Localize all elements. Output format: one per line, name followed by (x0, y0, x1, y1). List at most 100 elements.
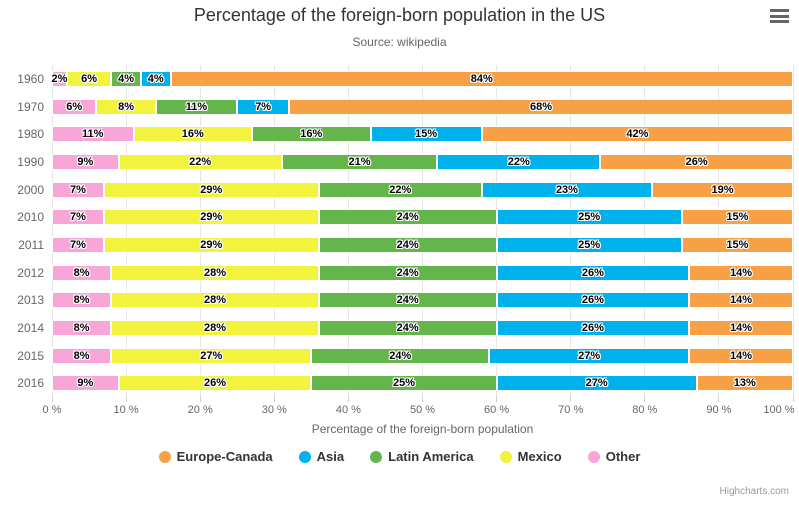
bar-segment[interactable]: 22% (437, 153, 601, 170)
bar-segment[interactable]: 9% (52, 375, 119, 392)
highcharts-credit[interactable]: Highcharts.com (719, 486, 789, 497)
data-label: 26% (581, 321, 604, 334)
data-label: 28% (203, 266, 227, 279)
bar-segment[interactable]: 19% (652, 181, 793, 198)
bar-segment[interactable]: 26% (496, 292, 690, 309)
bar-segment[interactable]: 25% (496, 209, 682, 226)
data-label: 22% (507, 155, 530, 168)
gridline (496, 65, 498, 397)
bar-segment[interactable]: 27% (489, 347, 690, 364)
bar-segment[interactable]: 27% (111, 347, 312, 364)
bar-segment[interactable]: 14% (689, 319, 793, 336)
gridline (792, 65, 794, 397)
bar-row: 7% 29% 24% 25% 15% (52, 203, 793, 231)
bar-segment[interactable]: 24% (318, 209, 497, 226)
bar-segment[interactable]: 13% (696, 375, 793, 392)
bar-segment[interactable]: 8% (96, 98, 156, 115)
data-label: 21% (348, 155, 371, 168)
plot-area: 2% 6% 4% 4% 84% 6% 8% 11% 7% 68% 11% 16% 16% 15% 42% 9%… (51, 65, 794, 397)
bar-segment[interactable]: 26% (496, 319, 690, 336)
bar-segment[interactable]: 28% (111, 319, 319, 336)
bar-segment[interactable]: 29% (103, 236, 319, 253)
bar-segment[interactable]: 4% (140, 70, 171, 87)
data-label: 22% (389, 183, 412, 196)
bar-segment[interactable]: 25% (496, 236, 682, 253)
bar-segment[interactable]: 2% (51, 70, 67, 87)
bar-segment[interactable]: 21% (281, 153, 438, 170)
bar-segment[interactable]: 42% (481, 126, 793, 143)
bar-segment[interactable]: 14% (689, 347, 793, 364)
bar-segment[interactable]: 28% (111, 292, 319, 309)
x-axis-label: 80 % (632, 404, 658, 416)
bar-segment[interactable]: 14% (689, 292, 793, 309)
bar-segment[interactable]: 24% (311, 347, 490, 364)
bar-segment[interactable]: 27% (496, 375, 697, 392)
bar-segment[interactable]: 7% (52, 181, 104, 198)
bar-segment[interactable]: 24% (318, 264, 497, 281)
stacked-bar: 8% 28% 24% 26% 14% (52, 264, 793, 281)
data-label: 16% (300, 128, 323, 141)
stacked-bar: 8% 27% 24% 27% 14% (52, 347, 793, 364)
bar-segment[interactable]: 7% (52, 209, 104, 226)
bar-segment[interactable]: 84% (170, 70, 793, 87)
bar-segment[interactable]: 26% (118, 375, 312, 392)
legend-label: Asia (316, 449, 345, 464)
data-label: 7% (69, 238, 86, 251)
bar-segment[interactable]: 9% (52, 153, 119, 170)
x-axis-label: 50 % (409, 404, 436, 416)
legend: Europe-Canada Asia Latin America Mexico Othe… (0, 449, 799, 464)
bar-segment[interactable]: 68% (289, 98, 793, 115)
legend-item-mexico[interactable]: Mexico (499, 449, 562, 464)
bar-segment[interactable]: 8% (52, 264, 112, 281)
bar-segment[interactable]: 23% (481, 181, 653, 198)
data-label: 4% (147, 72, 164, 85)
y-axis-label: 2015 (17, 348, 44, 363)
bar-segment[interactable]: 15% (681, 209, 793, 226)
data-label: 24% (396, 266, 419, 279)
bar-segment[interactable]: 15% (681, 236, 793, 253)
bar-segment[interactable]: 6% (66, 70, 112, 87)
bar-segment[interactable]: 16% (133, 126, 253, 143)
bar-segment[interactable]: 25% (311, 375, 497, 392)
bar-segment[interactable]: 24% (318, 319, 497, 336)
bar-segment[interactable]: 6% (52, 98, 97, 115)
bar-segment[interactable]: 11% (52, 126, 134, 143)
bar-segment[interactable]: 11% (155, 98, 238, 115)
bar-segment[interactable]: 7% (237, 98, 290, 115)
bar-segment[interactable]: 4% (111, 70, 141, 87)
bar-segment[interactable]: 22% (118, 153, 282, 170)
bar-segment[interactable]: 24% (318, 236, 497, 253)
bar-segment[interactable]: 29% (103, 181, 319, 198)
legend-item-asia[interactable]: Asia (298, 449, 345, 464)
bar-segment[interactable]: 8% (52, 319, 112, 336)
bar-segment[interactable]: 8% (52, 347, 112, 364)
legend-item-europe-canada[interactable]: Europe-Canada (158, 449, 273, 464)
data-label: 14% (730, 321, 753, 334)
stacked-bar: 7% 29% 24% 25% 15% (52, 209, 793, 226)
bar-segment[interactable]: 26% (496, 264, 690, 281)
bar-row: 8% 28% 24% 26% 14% (52, 314, 793, 342)
data-label: 8% (73, 294, 90, 307)
bar-segment[interactable]: 15% (370, 126, 482, 143)
bar-segment[interactable]: 29% (103, 209, 319, 226)
hamburger-menu-icon[interactable] (770, 8, 790, 24)
bar-row: 9% 22% 21% 22% 26% (52, 148, 793, 176)
stacked-bar: 7% 29% 22% 23% 19% (52, 181, 793, 198)
gridline (644, 65, 646, 397)
data-label: 42% (626, 128, 649, 141)
bar-segment[interactable]: 16% (252, 126, 371, 143)
bar-segment[interactable]: 8% (52, 292, 112, 309)
legend-item-latin-america[interactable]: Latin America (370, 449, 474, 464)
x-axis-label: 20 % (187, 404, 213, 416)
bar-row: 8% 28% 24% 26% 14% (52, 259, 793, 287)
data-label: 6% (66, 100, 83, 113)
bar-segment[interactable]: 26% (600, 153, 793, 170)
bar-segment[interactable]: 28% (111, 264, 319, 281)
data-label: 84% (470, 72, 493, 85)
bar-segment[interactable]: 22% (318, 181, 482, 198)
bar-segment[interactable]: 24% (318, 292, 497, 309)
bar-segment[interactable]: 14% (689, 264, 793, 281)
bar-segment[interactable]: 7% (52, 236, 104, 253)
data-label: 16% (181, 128, 204, 141)
legend-item-other[interactable]: Other (587, 449, 640, 464)
